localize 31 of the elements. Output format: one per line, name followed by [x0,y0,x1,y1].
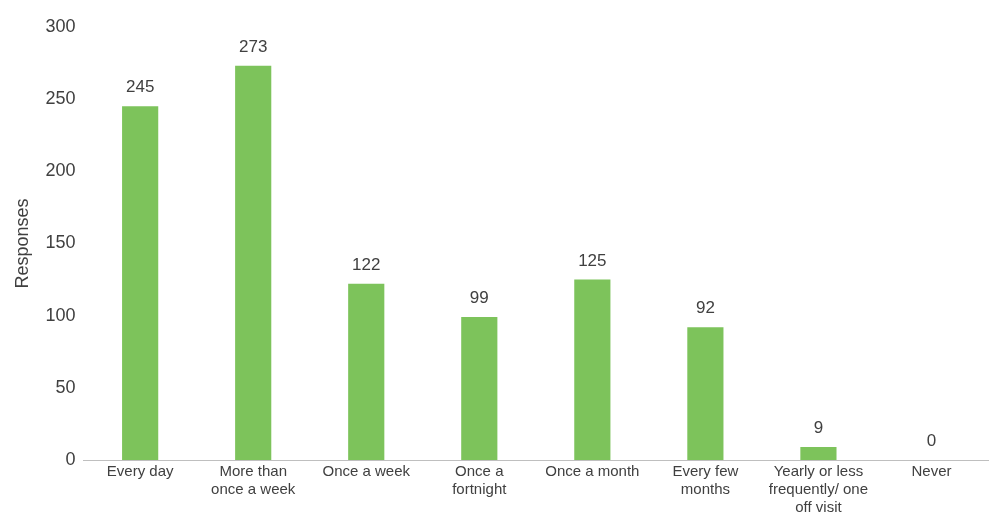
x-tick-label: More than once a week [211,462,296,498]
x-tick-label: Once a fortnight [452,462,508,498]
bar [235,65,272,460]
x-tick-label: Yearly or less frequently/ one off visit [768,462,869,516]
y-tick-label: 100 [45,304,76,325]
y-tick-label: 50 [55,376,76,397]
data-label: 122 [352,255,381,275]
bar [800,447,837,460]
bar [574,279,611,460]
bar [461,317,498,460]
data-label: 0 [926,431,937,451]
data-label: 99 [469,288,489,308]
x-tick-label: Once a week [322,462,411,480]
data-label: 9 [813,418,824,438]
y-tick-label: 250 [45,87,76,108]
data-label: 245 [125,77,155,97]
x-tick-label: Every day [106,462,174,480]
x-tick-label: Once a month [545,462,640,480]
data-label: 92 [695,298,715,318]
data-label: 125 [578,250,607,270]
y-tick-label: 150 [45,232,76,253]
y-tick-label: 0 [65,448,76,469]
bar [687,327,724,460]
bar [122,106,159,460]
data-label: 273 [239,36,268,56]
bar [348,283,385,460]
y-axis-title: Responses [11,198,32,289]
x-tick-label: Every few months [672,462,739,498]
x-tick-label: Never [911,462,952,480]
y-tick-label: 200 [45,160,76,181]
y-tick-label: 300 [45,15,76,36]
